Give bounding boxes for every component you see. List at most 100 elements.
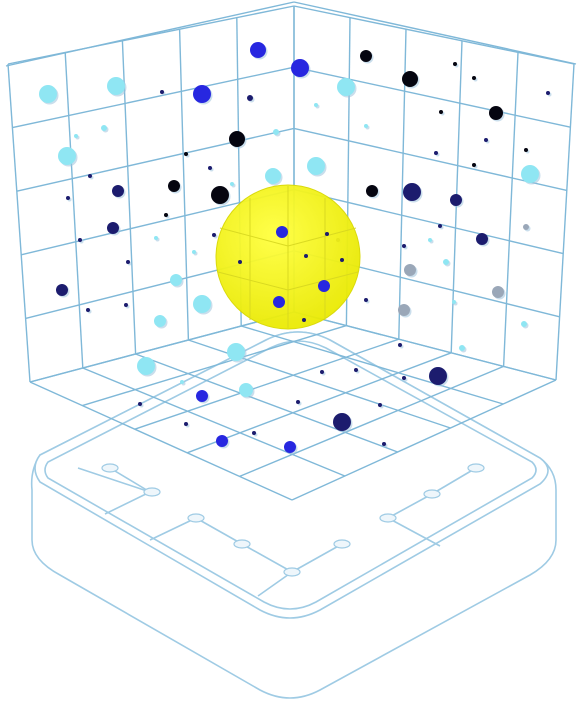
particle xyxy=(366,185,380,199)
circuit-trace xyxy=(387,493,433,519)
circuit-trace xyxy=(77,467,151,493)
particle xyxy=(126,260,132,266)
particle xyxy=(56,284,70,298)
particle xyxy=(459,345,467,353)
circuit-trace xyxy=(195,517,243,545)
particle xyxy=(107,222,121,236)
circuit-trace xyxy=(241,543,293,573)
particle xyxy=(58,147,78,167)
particle xyxy=(472,76,478,82)
circuit-trace xyxy=(257,571,293,597)
particle xyxy=(428,238,434,244)
particle xyxy=(124,303,130,309)
grid-line xyxy=(7,5,295,65)
grid-line xyxy=(135,353,398,453)
particle xyxy=(472,163,478,169)
circuit-node xyxy=(143,487,161,497)
particle xyxy=(382,442,388,448)
particle xyxy=(192,250,198,256)
particle xyxy=(521,165,541,185)
particle xyxy=(276,226,288,238)
particle xyxy=(101,125,109,133)
grid-line xyxy=(64,52,84,369)
circuit-trace xyxy=(431,467,477,495)
particle xyxy=(265,168,283,186)
particle xyxy=(402,376,408,382)
particle xyxy=(107,77,127,97)
particle xyxy=(403,183,423,203)
grid-line xyxy=(82,367,346,477)
grid-line xyxy=(5,1,295,67)
particle xyxy=(74,134,80,140)
particle xyxy=(239,383,255,399)
grid-line xyxy=(502,52,519,367)
grid-line xyxy=(16,127,295,192)
circuit-node xyxy=(283,567,301,577)
particle xyxy=(238,260,242,264)
particle xyxy=(170,274,184,288)
grid-line xyxy=(291,379,557,501)
particle xyxy=(168,180,182,194)
grid-line xyxy=(239,365,504,478)
particle xyxy=(304,254,308,258)
particle xyxy=(184,152,190,158)
highlight-sphere xyxy=(215,184,361,330)
circuit-node xyxy=(187,513,205,523)
particle xyxy=(250,42,268,60)
circuit-trace xyxy=(104,491,151,515)
grid-line xyxy=(7,63,31,383)
particle xyxy=(333,413,353,433)
circuit-trace xyxy=(109,467,151,493)
particle xyxy=(492,286,506,300)
particle xyxy=(208,166,214,172)
particle xyxy=(247,95,255,103)
particle xyxy=(291,59,311,79)
particle xyxy=(489,106,505,122)
particle xyxy=(398,304,412,318)
particle xyxy=(378,403,384,409)
circuit-trace xyxy=(149,517,197,541)
circuit-node xyxy=(423,489,441,499)
particle xyxy=(439,110,445,116)
circuit-node xyxy=(233,539,251,549)
circuit-trace xyxy=(291,543,343,573)
particle xyxy=(273,296,285,308)
particle xyxy=(88,174,94,180)
particle xyxy=(154,236,160,242)
grid-line xyxy=(241,325,504,405)
grid-line xyxy=(293,311,557,381)
particle xyxy=(434,151,440,157)
particle xyxy=(523,224,531,232)
grid-line xyxy=(293,66,571,128)
particle xyxy=(211,186,231,206)
particle xyxy=(137,357,157,377)
particle xyxy=(229,131,247,149)
particle xyxy=(314,103,320,109)
particle xyxy=(164,213,170,219)
particle xyxy=(325,232,329,236)
particle xyxy=(66,196,72,202)
particles xyxy=(39,42,552,455)
circuit-node xyxy=(467,463,485,473)
grid-line xyxy=(555,63,575,381)
particle xyxy=(318,280,330,292)
particle xyxy=(337,78,357,98)
particle xyxy=(273,129,281,137)
particle xyxy=(230,182,236,188)
circuit-node xyxy=(379,513,397,523)
particle xyxy=(296,400,302,406)
particle xyxy=(39,85,59,105)
particle xyxy=(453,62,459,68)
particle xyxy=(193,295,213,315)
particle xyxy=(284,441,298,455)
particle xyxy=(160,90,166,96)
particle xyxy=(78,238,84,244)
particle xyxy=(452,300,458,306)
particle xyxy=(404,264,418,278)
grid-line xyxy=(29,381,293,501)
particle xyxy=(364,298,370,304)
particle xyxy=(402,71,420,89)
particle xyxy=(180,380,186,386)
particle xyxy=(196,390,210,404)
